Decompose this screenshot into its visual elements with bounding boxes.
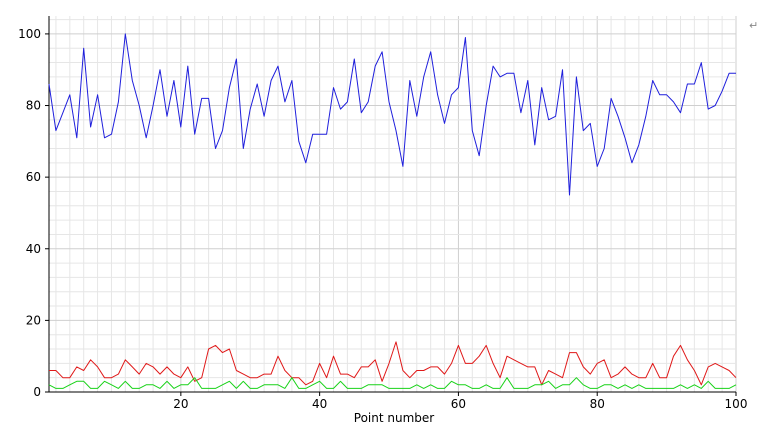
axis-ticks: 20 40 60 80 100 0 20 40 60 80 100 bbox=[18, 27, 747, 411]
y-tick-label: 60 bbox=[26, 170, 41, 184]
x-tick-label: 100 bbox=[725, 397, 748, 411]
series-line-2 bbox=[49, 341, 737, 386]
y-tick-label: 80 bbox=[26, 99, 41, 113]
y-tick-label: 20 bbox=[26, 313, 41, 327]
x-tick-label: 80 bbox=[590, 397, 605, 411]
x-tick-label: 60 bbox=[451, 397, 466, 411]
plot-frame bbox=[48, 16, 736, 393]
y-tick-label: 40 bbox=[26, 242, 41, 256]
grid bbox=[49, 16, 737, 392]
x-tick-label: 40 bbox=[312, 397, 327, 411]
return-mark-icon: ↵ bbox=[749, 19, 759, 32]
y-tick-label: 0 bbox=[33, 385, 41, 399]
series-layer bbox=[48, 33, 737, 389]
x-tick-label: 20 bbox=[173, 397, 188, 411]
series-line-1 bbox=[48, 33, 736, 196]
y-tick-label: 100 bbox=[18, 27, 41, 41]
x-axis-label: Point number bbox=[354, 411, 435, 425]
series-line-3 bbox=[48, 377, 737, 389]
